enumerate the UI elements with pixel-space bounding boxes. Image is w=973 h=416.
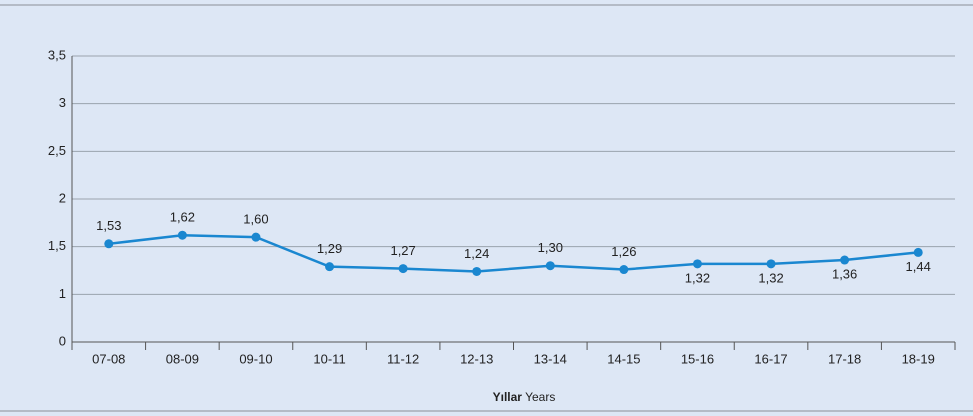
x-tick-label: 13-14	[534, 351, 567, 366]
data-point	[619, 265, 629, 275]
x-tick-label: 07-08	[92, 351, 125, 366]
x-tick-label: 10-11	[313, 351, 345, 366]
x-tick-label: 12-13	[460, 351, 493, 366]
x-tick-label: 18-19	[902, 351, 935, 366]
x-axis-label-bold: Yıllar	[493, 390, 523, 404]
x-tick-label: 15-16	[681, 351, 714, 366]
data-point	[840, 255, 850, 265]
data-label: 1,32	[685, 270, 710, 285]
y-tick-label: 2,5	[48, 143, 66, 158]
data-point	[692, 259, 702, 269]
data-point	[472, 266, 482, 276]
y-tick-label: 3,5	[48, 47, 66, 62]
y-tick-label: 1,5	[48, 238, 66, 253]
y-tick-label: 2	[59, 190, 66, 205]
data-point	[545, 261, 555, 271]
series-line	[108, 233, 919, 273]
data-point	[251, 232, 261, 242]
data-label: 1,29	[317, 241, 342, 256]
data-label: 1,24	[464, 246, 489, 261]
x-tick-label: 08-09	[166, 351, 199, 366]
data-point	[398, 264, 408, 274]
x-axis-label-text: Years	[525, 390, 555, 404]
data-label: 1,62	[170, 210, 195, 225]
y-tick-label: 1	[59, 286, 66, 301]
data-label: 1,32	[758, 270, 783, 285]
y-tick-label: 0	[59, 333, 66, 348]
x-tick-label: 11-12	[387, 351, 419, 366]
data-label: 1,44	[906, 259, 931, 274]
x-tick-label: 09-10	[239, 351, 272, 366]
data-label: 1,30	[538, 240, 563, 255]
y-tick-label: 3	[59, 95, 66, 110]
data-label: 1,53	[96, 218, 121, 233]
data-label: 1,60	[243, 212, 268, 227]
data-point	[177, 230, 187, 240]
x-axis-label: Yıllar Years	[493, 390, 556, 404]
x-tick-label: 14-15	[607, 351, 640, 366]
data-point	[913, 247, 923, 257]
data-point	[766, 259, 776, 269]
data-label: 1,27	[390, 243, 415, 258]
data-label: 1,26	[611, 244, 636, 259]
data-label: 1,36	[832, 266, 857, 281]
data-point	[325, 262, 335, 272]
x-tick-label: 16-17	[754, 351, 787, 366]
x-tick-label: 17-18	[828, 351, 861, 366]
data-point	[104, 239, 114, 249]
